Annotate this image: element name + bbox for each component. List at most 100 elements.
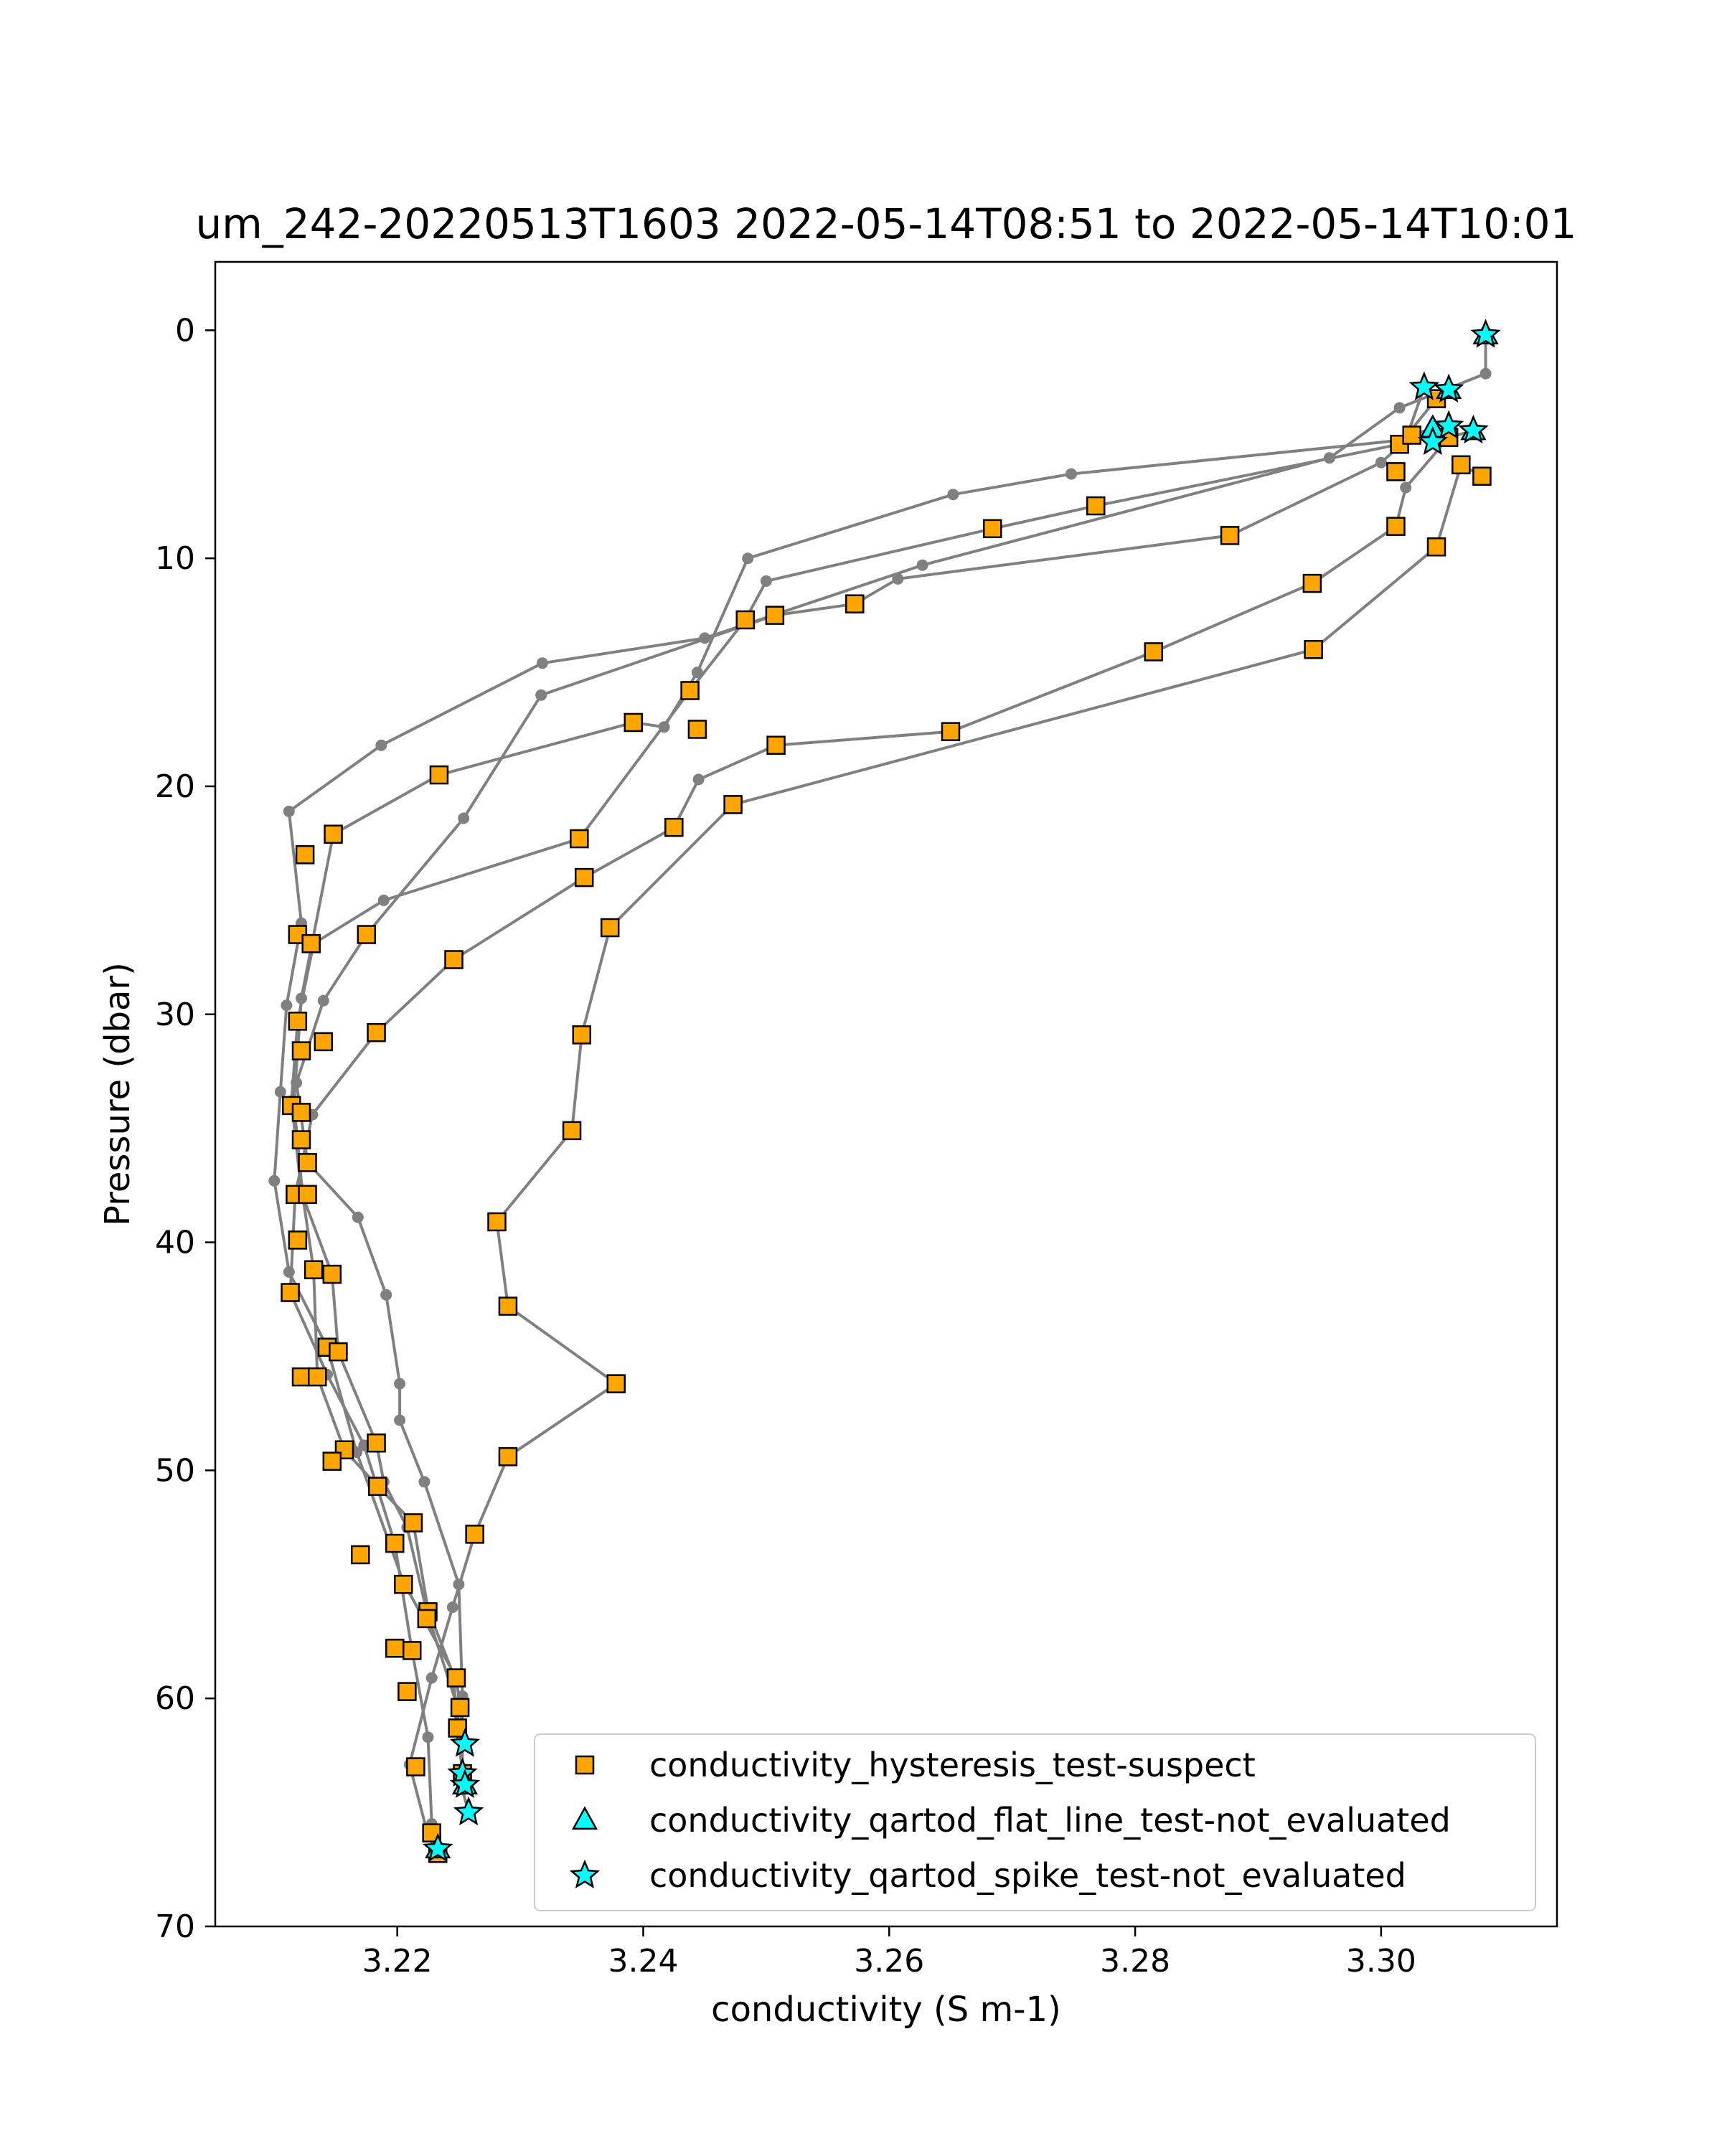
square-marker — [606, 1374, 626, 1393]
square-marker — [450, 1698, 470, 1718]
square-marker — [397, 1682, 417, 1701]
square-marker — [367, 1022, 386, 1042]
square-marker — [1304, 640, 1323, 659]
square-marker — [766, 735, 786, 755]
profile-point — [268, 1174, 281, 1187]
profile-point — [283, 1266, 295, 1278]
chart-title: um_242-20220513T1603 2022-05-14T08:51 to… — [196, 199, 1577, 248]
square-marker — [322, 1264, 342, 1284]
profile-line-6 — [408, 463, 1483, 1855]
x-tick-label: 3.22 — [362, 1943, 433, 1980]
square-marker — [680, 681, 700, 700]
star-marker — [1433, 373, 1464, 403]
square-marker — [687, 720, 707, 739]
y-axis-label: Pressure (dbar) — [98, 962, 138, 1226]
square-marker — [298, 1185, 317, 1205]
profile-point — [1393, 402, 1406, 414]
square-marker — [1386, 517, 1406, 536]
square-marker — [281, 1283, 300, 1302]
profile-point — [375, 739, 387, 751]
square-marker — [1452, 455, 1471, 475]
square-marker — [1386, 462, 1406, 481]
profile-point — [916, 559, 928, 571]
y-tick-label: 0 — [175, 312, 195, 349]
legend-label: conductivity_qartod_spike_test-not_evalu… — [649, 1856, 1406, 1895]
square-marker — [444, 950, 464, 969]
plot-frame — [214, 260, 1558, 1928]
square-marker — [941, 722, 961, 741]
profile-point — [418, 1476, 430, 1488]
legend-label: conductivity_hysteresis_test-suspect — [649, 1746, 1256, 1784]
profile-point — [1375, 456, 1387, 469]
square-marker — [368, 1477, 387, 1496]
star-marker — [423, 1832, 453, 1862]
square-marker — [403, 1513, 423, 1533]
profile-point — [1065, 468, 1077, 480]
y-tick-label: 60 — [155, 1680, 195, 1717]
profile-point — [380, 1289, 392, 1301]
profile-point — [352, 1211, 364, 1223]
y-tick-label: 70 — [155, 1908, 195, 1945]
square-marker — [429, 765, 449, 785]
square-marker — [351, 1545, 370, 1565]
square-marker — [357, 925, 377, 944]
square-marker — [406, 1757, 425, 1776]
square-marker — [446, 1668, 466, 1687]
square-marker — [301, 933, 321, 954]
square-marker — [308, 1367, 327, 1387]
square-marker — [562, 1121, 582, 1141]
legend-entry-star: conductivity_qartod_spike_test-not_evalu… — [569, 1856, 1406, 1895]
profile-point — [947, 489, 959, 501]
square-marker — [417, 1609, 437, 1629]
legend-star-marker — [569, 1859, 601, 1889]
legend-entry-triangle: conductivity_qartod_flat_line_test-not_e… — [571, 1801, 1451, 1840]
star-marker — [453, 1796, 484, 1826]
x-tick-label: 3.26 — [854, 1943, 924, 1980]
y-tick-label: 30 — [155, 997, 195, 1033]
square-marker — [624, 712, 644, 733]
square-marker — [735, 610, 755, 630]
legend-square-marker — [575, 1755, 595, 1775]
square-marker — [498, 1296, 518, 1316]
profile-point — [281, 999, 293, 1012]
square-marker — [1402, 425, 1421, 445]
square-marker — [385, 1533, 405, 1553]
square-marker — [983, 519, 1002, 539]
square-marker — [570, 829, 589, 849]
x-tick-label: 3.30 — [1346, 1943, 1416, 1980]
square-marker — [1144, 642, 1164, 662]
profile-point — [742, 552, 754, 565]
profile-point — [458, 812, 470, 824]
square-marker — [295, 845, 315, 865]
profile-point — [283, 805, 295, 817]
legend-triangle-marker — [571, 1806, 598, 1830]
square-marker — [288, 1230, 308, 1250]
profile-point — [760, 575, 772, 587]
square-marker — [329, 1342, 348, 1362]
square-marker — [291, 1367, 311, 1387]
square-marker — [572, 1025, 592, 1045]
square-marker — [393, 1575, 413, 1594]
square-marker — [1302, 573, 1322, 593]
square-marker — [288, 1012, 308, 1031]
profile-point — [291, 1077, 303, 1089]
star-marker — [1458, 414, 1489, 444]
profile-point — [1479, 367, 1492, 380]
profile-line-3 — [290, 388, 1450, 1781]
legend-label: conductivity_qartod_flat_line_test-not_e… — [649, 1801, 1451, 1840]
profile-point — [425, 1672, 438, 1684]
x-axis-ticks: 3.22 3.24 3.26 3.28 3.30 — [362, 1926, 1416, 1980]
y-tick-label: 50 — [155, 1452, 195, 1489]
profile-point — [394, 1414, 406, 1426]
star-marker — [1408, 371, 1440, 400]
square-marker — [322, 1451, 342, 1471]
profile-point — [692, 773, 705, 786]
square-marker — [600, 918, 620, 938]
profile-point — [536, 657, 548, 669]
square-marker — [291, 1130, 311, 1149]
star-marker — [1433, 410, 1464, 439]
square-marker — [574, 867, 594, 888]
square-marker — [324, 824, 343, 844]
profile-point — [274, 1086, 286, 1098]
